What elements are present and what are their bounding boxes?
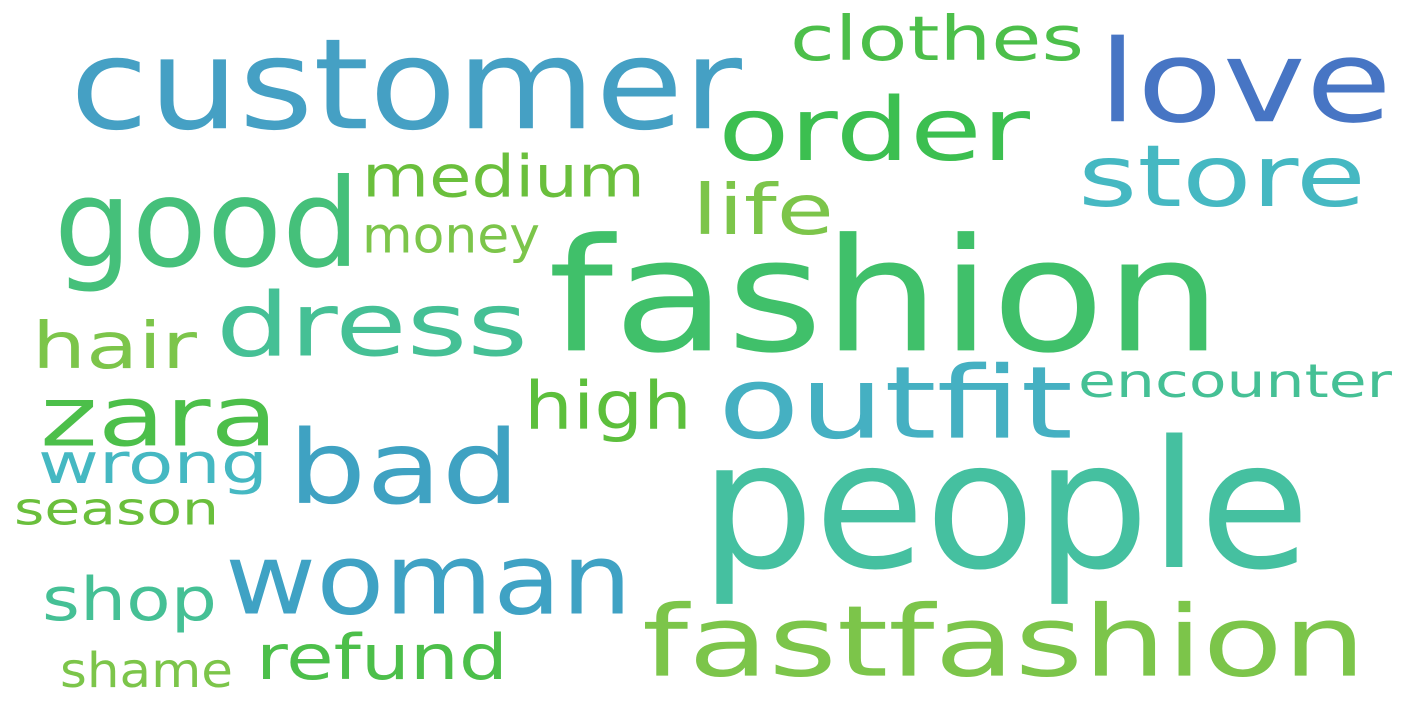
word-bad: bad	[288, 409, 520, 529]
word-store: store	[1078, 126, 1366, 227]
word-fastfashion: fastfashion	[642, 584, 1366, 700]
word-hair: hair	[32, 309, 197, 384]
word-customer: customer	[70, 11, 742, 158]
word-shop: shop	[42, 564, 217, 635]
word-fashion: fashion	[548, 204, 1222, 388]
word-life: life	[692, 169, 834, 251]
word-zara: zara	[40, 368, 278, 465]
word-dress: dress	[216, 274, 528, 377]
word-encounter: encounter	[1078, 354, 1392, 409]
word-order: order	[718, 78, 1030, 181]
word-medium: medium	[362, 142, 645, 211]
word-woman: woman	[225, 524, 632, 638]
word-shame: shame	[60, 643, 233, 700]
word-love: love	[1098, 16, 1392, 149]
word-high: high	[524, 367, 692, 446]
word-people: people	[700, 403, 1310, 609]
word-season: season	[14, 483, 219, 536]
word-outfit: outfit	[718, 345, 1073, 462]
word-wrong: wrong	[38, 431, 268, 497]
word-money: money	[362, 207, 540, 265]
word-refund: refund	[256, 622, 508, 695]
word-good: good	[54, 152, 360, 295]
word-clothes: clothes	[790, 4, 1084, 76]
